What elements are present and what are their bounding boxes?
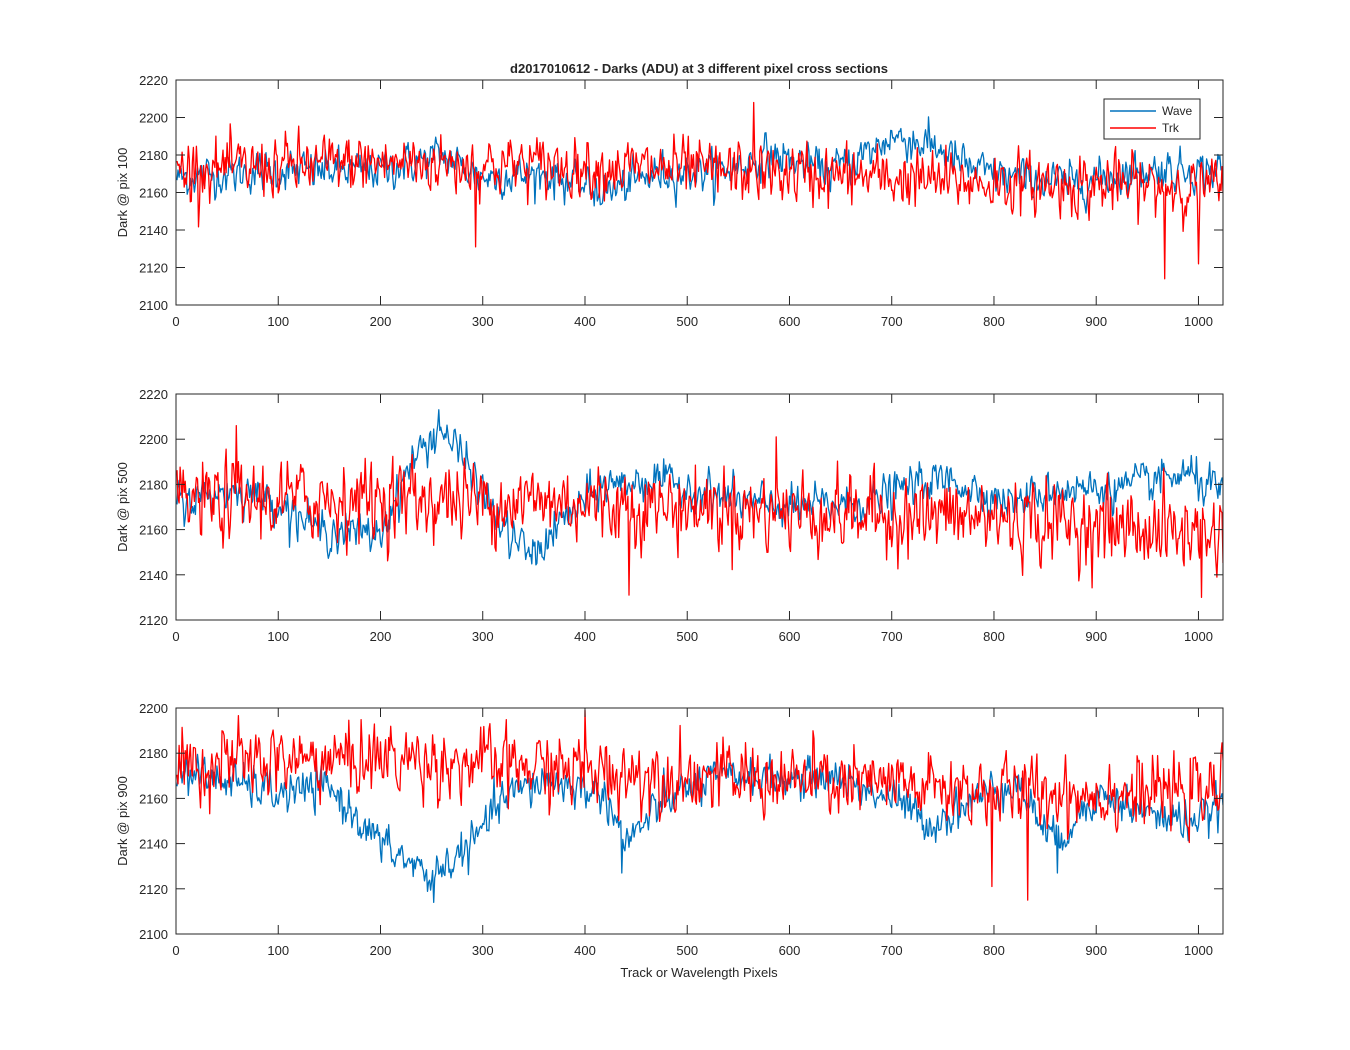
y-tick-label: 2180	[139, 148, 168, 163]
y-tick-label: 2200	[139, 111, 168, 126]
x-tick-label: 800	[983, 314, 1005, 329]
y-tick-label: 2100	[139, 927, 168, 942]
x-tick-label: 200	[370, 629, 392, 644]
y-tick-label: 2140	[139, 837, 168, 852]
x-tick-label: 200	[370, 943, 392, 958]
axes-box	[175, 393, 1224, 621]
legend-label-wave: Wave	[1162, 104, 1193, 118]
x-tick-label: 100	[267, 943, 289, 958]
x-tick-label: 300	[472, 943, 494, 958]
plot-area	[176, 708, 1223, 934]
x-tick-label: 1000	[1184, 314, 1213, 329]
y-axis-title: Dark @ pix 900	[115, 776, 130, 866]
series-line-trk	[176, 101, 1223, 280]
panel-2: 0 100 200 300 400 500 600 700 800 900 1000 2120 2140…	[115, 387, 1224, 644]
series-group	[176, 709, 1223, 904]
x-tick-label: 700	[881, 629, 903, 644]
x-tick-label: 500	[676, 943, 698, 958]
x-tick-label: 700	[881, 943, 903, 958]
x-tick-label: 0	[172, 943, 179, 958]
y-tick-label: 2140	[139, 568, 168, 583]
y-tick-label: 2140	[139, 223, 168, 238]
y-tick-label: 2160	[139, 523, 168, 538]
panel-3: 0 100 200 300 400 500 600 700 800 900 1000 2100 2120…	[115, 701, 1224, 958]
series-group	[176, 409, 1223, 599]
y-tick-label: 2180	[139, 477, 168, 492]
y-tick-label: 2120	[139, 261, 168, 276]
x-tick-label: 900	[1085, 629, 1107, 644]
x-tick-label: 800	[983, 629, 1005, 644]
x-tick-label: 0	[172, 314, 179, 329]
x-tick-label: 800	[983, 943, 1005, 958]
x-tick-label: 0	[172, 629, 179, 644]
x-tick-label: 900	[1085, 314, 1107, 329]
legend-box	[1103, 98, 1201, 140]
x-tick-label: 400	[574, 314, 596, 329]
series-line-trk	[176, 709, 1223, 901]
y-tick-label: 2160	[139, 186, 168, 201]
y-tick-label: 2200	[139, 701, 168, 716]
axes-box	[175, 707, 1224, 935]
x-tick-label: 200	[370, 314, 392, 329]
x-tick-label: 500	[676, 314, 698, 329]
figure-title: d2017010612 - Darks (ADU) at 3 different…	[510, 61, 888, 76]
x-tick-label: 100	[267, 314, 289, 329]
x-tick-label: 600	[779, 629, 801, 644]
y-axis-title: Dark @ pix 100	[115, 148, 130, 238]
panels: 0 100 200 300 400 500 600 700 800 900 100021002120…	[115, 73, 1224, 958]
series-line-trk	[176, 424, 1223, 599]
panel-1: 0 100 200 300 400 500 600 700 800 900 1000 2100 2120…	[115, 73, 1224, 329]
x-tick-label: 600	[779, 943, 801, 958]
y-tick-label: 2120	[139, 882, 168, 897]
y-axis-title: Dark @ pix 500	[115, 462, 130, 552]
x-tick-label: 400	[574, 629, 596, 644]
legend-label-trk: Trk	[1162, 121, 1180, 135]
x-tick-label: 1000	[1184, 943, 1213, 958]
series-group	[176, 101, 1223, 280]
series-line-wave	[176, 409, 1223, 566]
plot-area	[176, 80, 1223, 305]
y-tick-label: 2220	[139, 73, 168, 88]
x-tick-label: 500	[676, 629, 698, 644]
y-tick-label: 2160	[139, 791, 168, 806]
x-tick-label: 300	[472, 629, 494, 644]
x-tick-label: 700	[881, 314, 903, 329]
x-tick-label: 1000	[1184, 629, 1213, 644]
x-tick-label: 900	[1085, 943, 1107, 958]
y-tick-label: 2120	[139, 613, 168, 628]
x-tick-label: 300	[472, 314, 494, 329]
y-tick-label: 2100	[139, 298, 168, 313]
x-axis-title: Track or Wavelength Pixels	[620, 965, 778, 980]
legend: Wave Trk	[1103, 98, 1201, 140]
y-tick-label: 2200	[139, 432, 168, 447]
y-tick-label: 2180	[139, 746, 168, 761]
y-tick-label: 2220	[139, 387, 168, 402]
x-tick-label: 600	[779, 314, 801, 329]
x-tick-label: 400	[574, 943, 596, 958]
x-tick-label: 100	[267, 629, 289, 644]
